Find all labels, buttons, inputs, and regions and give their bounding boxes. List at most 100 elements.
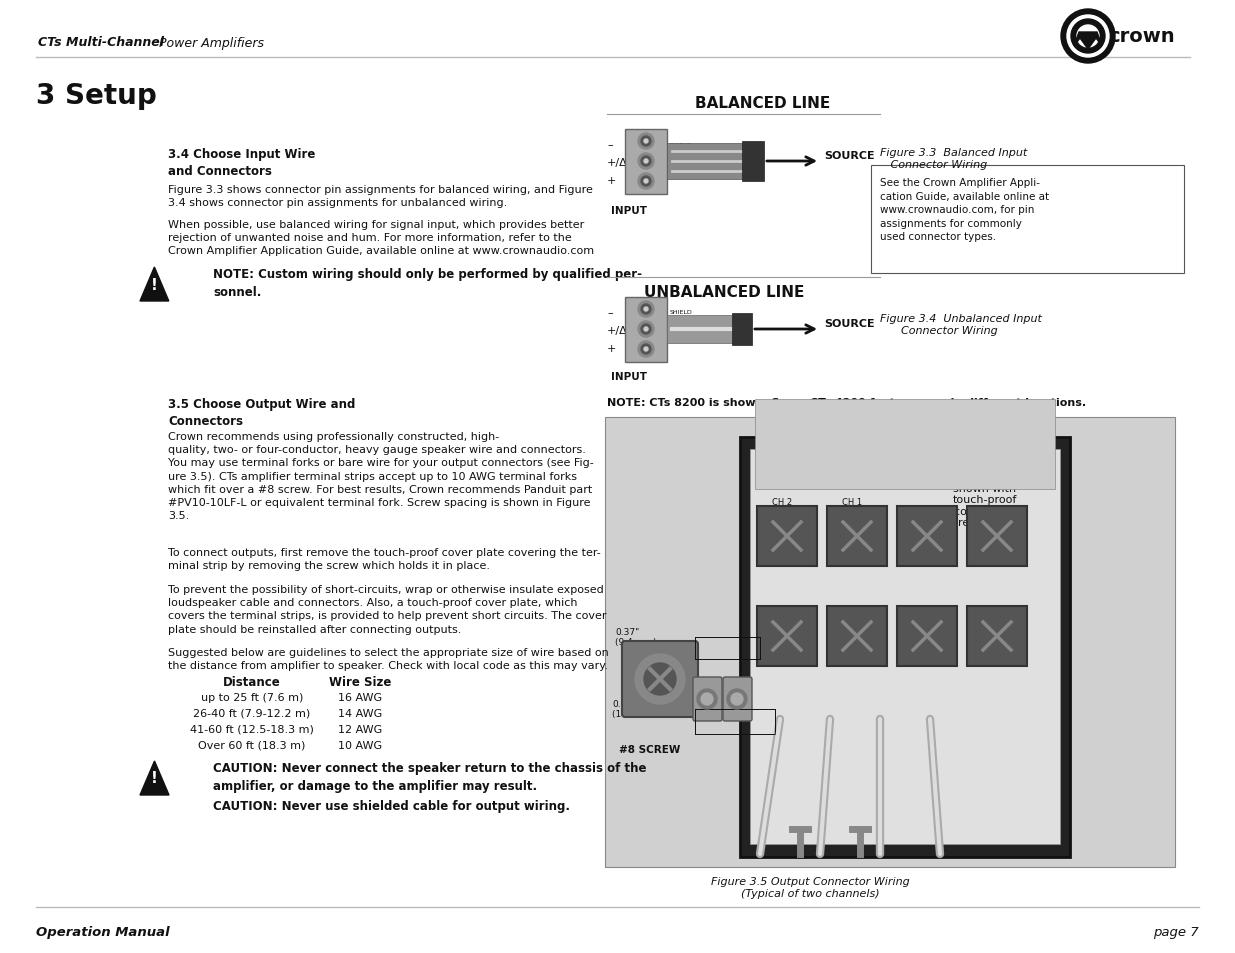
- FancyBboxPatch shape: [625, 297, 667, 363]
- FancyBboxPatch shape: [740, 437, 1070, 857]
- Circle shape: [638, 173, 655, 190]
- Circle shape: [641, 305, 651, 314]
- Circle shape: [641, 325, 651, 335]
- Text: CTs Multi-Channel: CTs Multi-Channel: [38, 36, 164, 50]
- Text: Output panel
shown with
touch-proof
cover plate
removed.: Output panel shown with touch-proof cove…: [948, 472, 1021, 528]
- Text: Operation Manual: Operation Manual: [36, 925, 169, 938]
- Text: CAUTION: Never connect the speaker return to the chassis of the
amplifier, or da: CAUTION: Never connect the speaker retur…: [212, 761, 646, 792]
- Text: CAUTION: Never use shielded cable for output wiring.: CAUTION: Never use shielded cable for ou…: [212, 800, 571, 812]
- Text: –: –: [606, 308, 613, 317]
- Circle shape: [643, 348, 648, 352]
- FancyBboxPatch shape: [667, 315, 747, 344]
- Polygon shape: [1074, 33, 1102, 50]
- Text: !: !: [151, 278, 158, 294]
- FancyBboxPatch shape: [827, 506, 887, 566]
- Circle shape: [641, 345, 651, 355]
- Text: When possible, use balanced wiring for signal input, which provides better
rejec: When possible, use balanced wiring for s…: [168, 220, 594, 256]
- Text: SHIELD: SHIELD: [671, 143, 693, 148]
- Text: Figure 3.4  Unbalanced Input
      Connector Wiring: Figure 3.4 Unbalanced Input Connector Wi…: [881, 314, 1042, 335]
- Text: 10 AWG: 10 AWG: [338, 740, 382, 750]
- FancyBboxPatch shape: [625, 130, 667, 194]
- Polygon shape: [140, 268, 169, 302]
- FancyBboxPatch shape: [722, 678, 752, 721]
- Text: +: +: [606, 344, 616, 354]
- Text: 14 AWG: 14 AWG: [338, 708, 382, 719]
- Text: 0.37"
(9,4 mm): 0.37" (9,4 mm): [615, 627, 657, 647]
- Circle shape: [638, 133, 655, 150]
- Polygon shape: [140, 761, 169, 795]
- Circle shape: [641, 157, 651, 167]
- Text: crown: crown: [1108, 28, 1174, 47]
- Text: INPUT: INPUT: [611, 206, 647, 215]
- Text: NOTE: CTs 8200 is shown. Some CTs 4200 features are in different locations.: NOTE: CTs 8200 is shown. Some CTs 4200 f…: [606, 397, 1086, 408]
- Text: Distance: Distance: [224, 676, 280, 688]
- FancyBboxPatch shape: [967, 506, 1028, 566]
- Text: 3 Setup: 3 Setup: [36, 82, 157, 110]
- Text: 0.438"
(11.1 mm): 0.438" (11.1 mm): [613, 700, 659, 719]
- FancyBboxPatch shape: [757, 506, 818, 566]
- Circle shape: [643, 160, 648, 164]
- Text: +/Δ: +/Δ: [606, 158, 627, 168]
- FancyBboxPatch shape: [605, 417, 1174, 867]
- Circle shape: [643, 308, 648, 312]
- Circle shape: [1061, 10, 1115, 64]
- Circle shape: [635, 655, 685, 704]
- Text: –: –: [606, 140, 613, 150]
- Text: 12 AWG: 12 AWG: [338, 724, 382, 734]
- Text: UNBALANCED LINE: UNBALANCED LINE: [643, 285, 804, 299]
- Text: Over 60 ft (18.3 m): Over 60 ft (18.3 m): [199, 740, 306, 750]
- FancyBboxPatch shape: [827, 606, 887, 666]
- FancyBboxPatch shape: [750, 450, 1060, 844]
- Text: See the Crown Amplifier Appli-
cation Guide, available online at
www.crownaudio.: See the Crown Amplifier Appli- cation Gu…: [881, 178, 1049, 242]
- Circle shape: [643, 663, 676, 696]
- Text: Figure 3.5 Output Connector Wiring
(Typical of two channels): Figure 3.5 Output Connector Wiring (Typi…: [710, 876, 909, 898]
- Circle shape: [638, 322, 655, 337]
- FancyBboxPatch shape: [757, 606, 818, 666]
- Circle shape: [1071, 20, 1105, 54]
- FancyBboxPatch shape: [732, 314, 752, 346]
- Circle shape: [1067, 16, 1109, 58]
- Text: Figure 3.3  Balanced Input
   Connector Wiring: Figure 3.3 Balanced Input Connector Wiri…: [881, 148, 1028, 170]
- FancyBboxPatch shape: [667, 144, 762, 180]
- Text: SOURCE: SOURCE: [824, 318, 874, 329]
- Circle shape: [643, 140, 648, 144]
- Text: Wire Size: Wire Size: [329, 676, 391, 688]
- FancyBboxPatch shape: [742, 142, 764, 182]
- Text: Crown recommends using professionally constructed, high-
quality, two- or four-c: Crown recommends using professionally co…: [168, 432, 594, 520]
- Text: 3.4 Choose Input Wire
and Connectors: 3.4 Choose Input Wire and Connectors: [168, 148, 315, 178]
- Text: To connect outputs, first remove the touch-proof cover plate covering the ter-
m: To connect outputs, first remove the tou…: [168, 547, 600, 571]
- Circle shape: [643, 328, 648, 332]
- Text: up to 25 ft (7.6 m): up to 25 ft (7.6 m): [201, 692, 303, 702]
- FancyBboxPatch shape: [897, 506, 957, 566]
- Text: To prevent the possibility of short-circuits, wrap or otherwise insulate exposed: To prevent the possibility of short-circ…: [168, 584, 606, 634]
- Text: !: !: [151, 771, 158, 785]
- Text: CH 2: CH 2: [772, 497, 792, 506]
- Circle shape: [638, 302, 655, 317]
- Text: SHIELD: SHIELD: [671, 310, 693, 314]
- Text: BALANCED LINE: BALANCED LINE: [695, 96, 831, 111]
- FancyBboxPatch shape: [967, 606, 1028, 666]
- Circle shape: [701, 693, 713, 705]
- Text: INPUT: INPUT: [611, 372, 647, 381]
- Text: CH 1: CH 1: [842, 497, 862, 506]
- Text: +/Δ: +/Δ: [606, 326, 627, 335]
- Circle shape: [643, 180, 648, 184]
- Text: NOTE: Custom wiring should only be performed by qualified per-
sonnel.: NOTE: Custom wiring should only be perfo…: [212, 268, 642, 298]
- Text: SOURCE: SOURCE: [824, 151, 874, 161]
- Text: Figure 3.3 shows connector pin assignments for balanced wiring, and Figure
3.4 s: Figure 3.3 shows connector pin assignmen…: [168, 185, 593, 208]
- Text: CH 4: CH 4: [772, 623, 792, 633]
- Text: page 7: page 7: [1153, 925, 1199, 938]
- Text: 16 AWG: 16 AWG: [338, 692, 382, 702]
- FancyBboxPatch shape: [622, 641, 698, 718]
- Text: 41-60 ft (12.5-18.3 m): 41-60 ft (12.5-18.3 m): [190, 724, 314, 734]
- FancyBboxPatch shape: [755, 399, 1055, 490]
- Text: CH 3: CH 3: [842, 623, 862, 633]
- Text: 26-40 ft (7.9-12.2 m): 26-40 ft (7.9-12.2 m): [194, 708, 311, 719]
- Text: 3.5 Choose Output Wire and
Connectors: 3.5 Choose Output Wire and Connectors: [168, 397, 356, 428]
- FancyBboxPatch shape: [871, 166, 1184, 274]
- FancyBboxPatch shape: [693, 678, 722, 721]
- Circle shape: [1077, 26, 1099, 48]
- Circle shape: [727, 689, 747, 709]
- Circle shape: [638, 341, 655, 357]
- Circle shape: [638, 153, 655, 170]
